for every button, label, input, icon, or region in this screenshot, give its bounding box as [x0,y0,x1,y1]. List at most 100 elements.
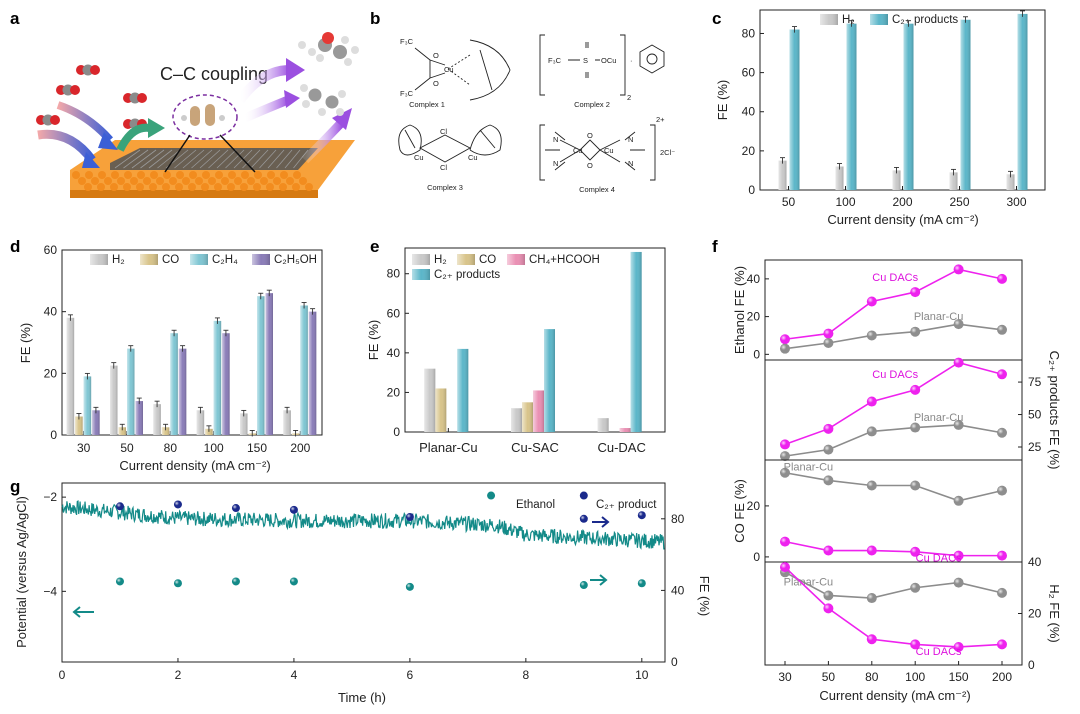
bar-c2h5oh-shade [92,410,100,435]
panel-label-c: c [712,9,721,28]
copper-atom-icon [84,183,92,191]
axis-frame [759,9,1046,191]
legend-label: C₂₊ products [434,269,500,281]
panel-label-a: a [10,9,20,28]
copper-atom-icon [163,171,171,179]
point-shade [910,582,921,593]
point-shade [997,587,1007,598]
graphene-line [276,149,293,169]
copper-atom-icon [136,183,144,191]
bar-co-shade [205,428,213,435]
x-tick-label: 200 [892,195,912,209]
co2-molecule-icon [42,114,54,126]
x-tick-label: 30 [778,670,792,684]
atom-icon [344,58,352,66]
co2-molecule-icon [50,115,60,125]
point-shade [953,550,964,561]
x-axis-label: Current density (mA cm⁻²) [819,688,970,703]
copper-atom-icon [267,171,275,179]
point-shade [997,485,1007,496]
y-axis-label: Potential (versus Ag/AgCl) [14,496,29,648]
y-tick-label: 40 [671,583,685,597]
graphene-line [123,149,149,169]
bar-c2-shade [789,29,800,191]
copper-atom-icon [117,177,125,185]
copper-atom-icon [214,183,222,191]
point-shade [866,296,877,307]
arrow-icon [286,58,305,82]
complex-label: Complex 1 [409,100,445,109]
copper-atom-icon [162,183,170,191]
series-label-planar-cu: Planar-Cu [914,412,964,424]
line-planar-cu [784,571,1003,599]
y-tick-label: 20 [387,385,401,399]
series-label-cu-dacs: Cu DACs [872,272,918,284]
atom-icon [341,36,349,44]
copper-atom-icon [98,171,106,179]
x-tick-label: 100 [905,670,925,684]
series-label-planar-cu: Planar-Cu [784,576,834,588]
copper-atom-icon [208,177,216,185]
panel-label-b: b [370,9,380,28]
y-axis-label: FE (%) [366,320,381,360]
copper-atom-icon [292,183,300,191]
x-tick-label: Cu-DAC [597,440,645,455]
co2-molecule-icon [129,92,141,104]
x-tick-label: 0 [59,668,66,682]
x-tick-label: 8 [523,668,530,682]
bar-co-shade [435,388,447,432]
atom-icon [322,32,334,44]
co2-molecule-icon [70,85,80,95]
series-label-planar-cu: Planar-Cu [914,311,964,323]
graphene-line [114,149,141,169]
bar-h2-shade [949,172,958,190]
point-shade [780,451,790,462]
y-axis-label-right: FE (%) [697,576,712,616]
point-shade [910,287,921,298]
bar-h2-shade [511,408,522,432]
copper-atom-icon [150,171,158,179]
atom-label: · [630,56,633,65]
cc-coupling-label: C–C coupling [160,64,268,84]
point-shade [823,603,834,614]
atom-label: O [433,51,439,60]
bar-c2h4-shade [257,296,265,435]
point-shade [910,422,921,433]
legend-swatch-shade [252,254,270,265]
x-tick-label: 2 [175,668,182,682]
y-tick-label: 75 [1028,375,1042,389]
point-shade [910,326,921,337]
legend-label: H₂ [112,254,125,266]
atom-icon [325,95,339,109]
point-shade [780,439,790,450]
bar-h2-shade [283,410,291,435]
atom-icon [298,41,306,49]
panel-label-e: e [370,237,379,256]
x-tick-label: 250 [949,195,969,209]
line-cu-dacs [784,540,1002,557]
point-shade [997,324,1007,335]
copper-atom-icon [72,171,80,179]
legend-label-ethanol: Ethanol [516,499,555,511]
legend-swatch-shade [190,254,208,265]
point-shade [115,502,124,511]
legend-label: H₂ [434,254,447,266]
y-tick-label: 20 [1028,607,1042,621]
copper-atom-icon [241,171,249,179]
graphene-line [140,149,165,169]
copper-atom-icon [293,171,301,179]
panel-e-chart: 0 20 40 60 80 Planar-Cu Cu-SAC Cu-DAC H₂ CO CH₄+HC… [366,247,666,455]
legend-label: CO [479,254,496,266]
copper-atom-icon [305,183,313,191]
bar-co-shade [522,402,533,432]
point-shade [231,504,240,513]
arrow-icon [284,90,300,108]
point-shade [823,545,834,556]
panel-c-chart: 0 20 40 60 80 50 100 200 250 300 H₂ C₂₊ products Cur… [715,9,1046,227]
x-tick-label: 300 [1006,195,1026,209]
legend-label: H₂ [842,14,855,26]
bar-c2-shade [960,19,971,190]
point-shade [997,369,1007,380]
graphene-line [259,149,277,169]
copper-atom-icon [299,177,307,185]
